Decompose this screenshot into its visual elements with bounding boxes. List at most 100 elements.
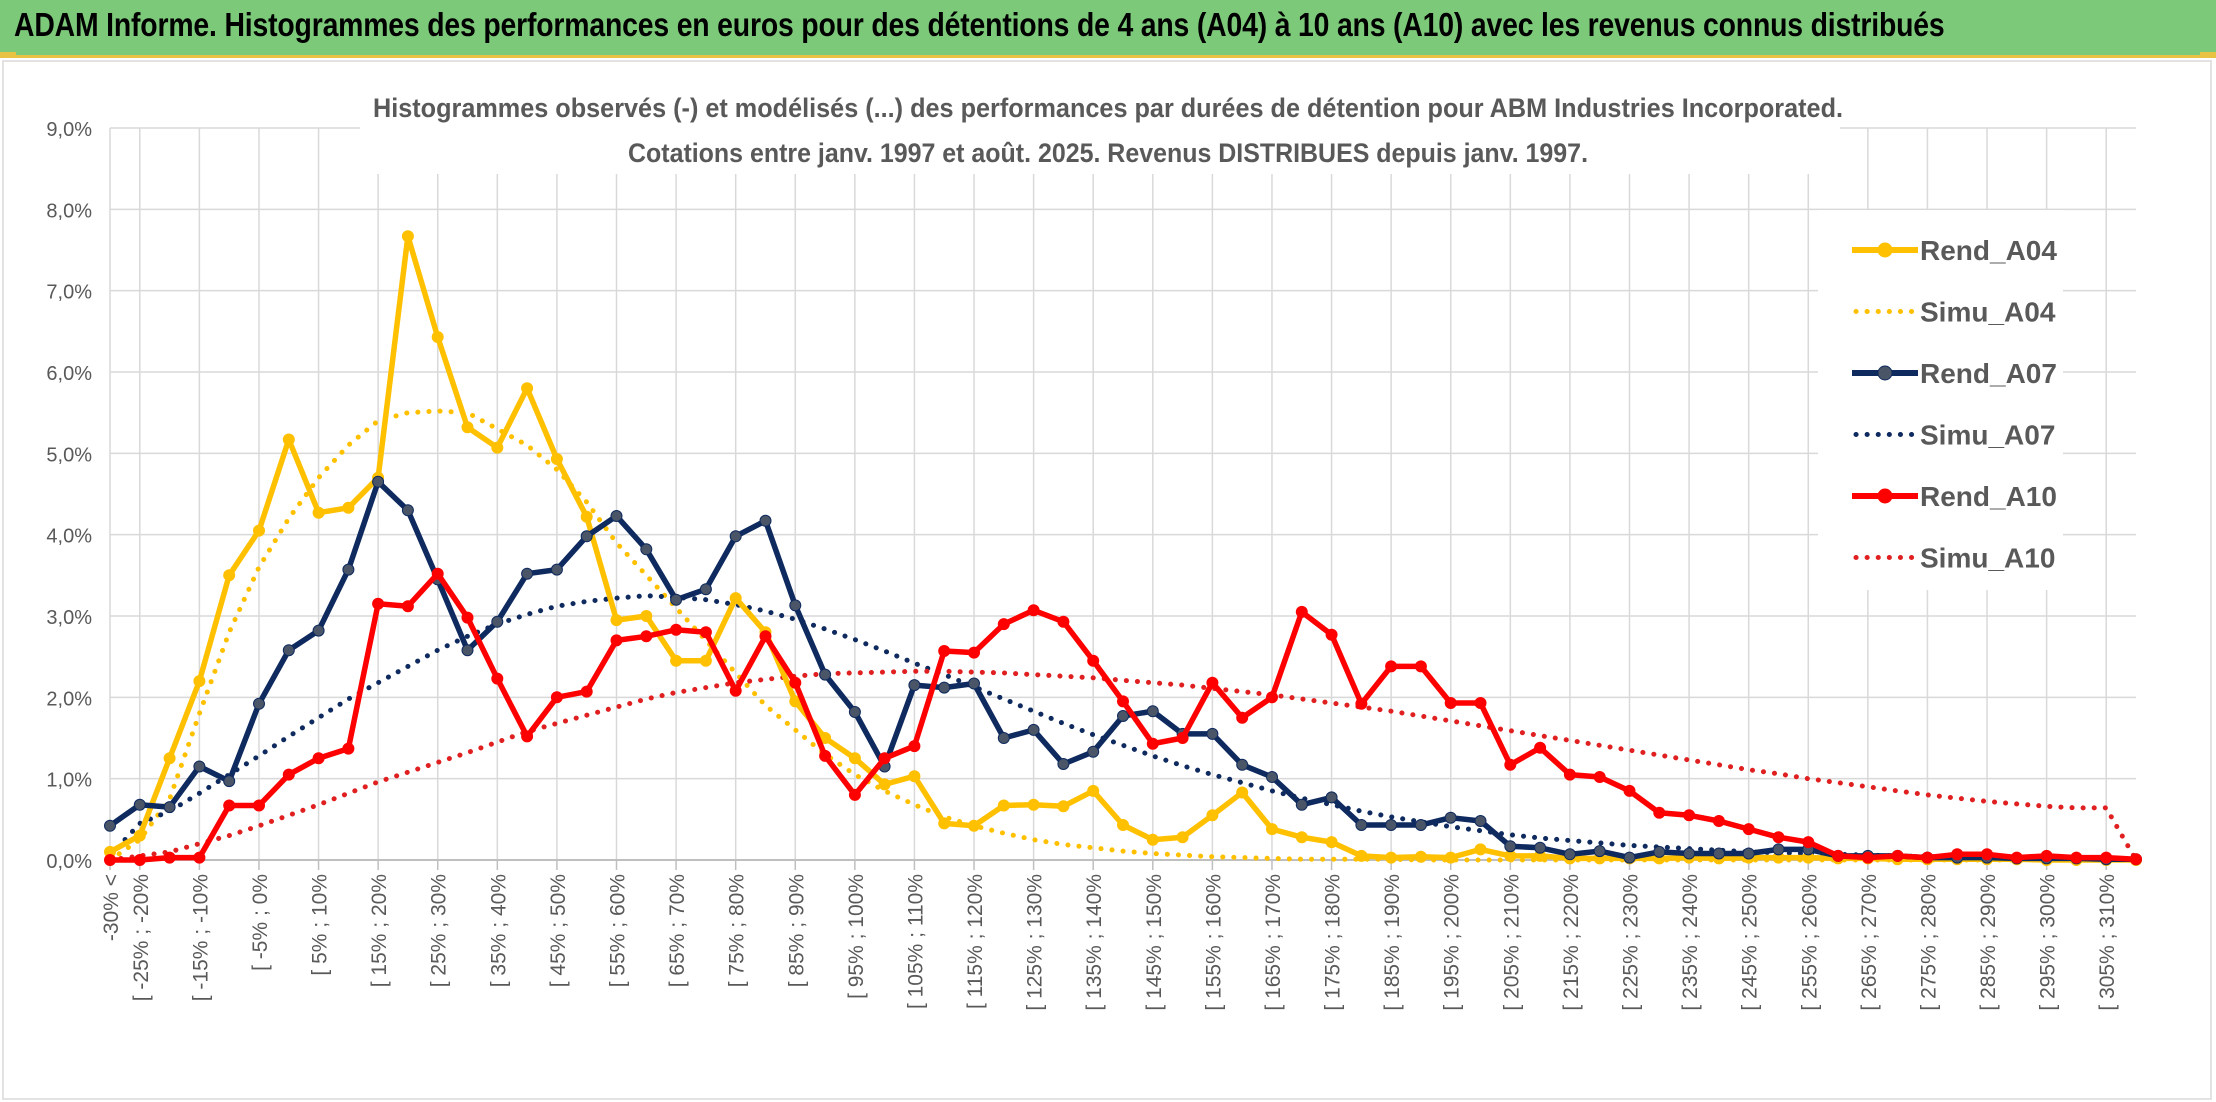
x-tick-label: [ 115% ; 120% <box>964 874 987 1009</box>
point-rend-a07 <box>1206 727 1219 740</box>
point-rend-a07 <box>997 732 1010 744</box>
point-rend-a10 <box>1266 691 1278 704</box>
report-title: ADAM Informe. Histogrammes des performan… <box>14 6 1945 43</box>
point-rend-a07 <box>282 644 295 657</box>
series-line-simu-a07 <box>107 593 2139 862</box>
point-rend-a04 <box>670 654 683 667</box>
point-rend-a10 <box>789 676 802 689</box>
x-tick-label: [ 105% ; 110% <box>904 874 927 1009</box>
point-rend-a10 <box>1742 823 1755 836</box>
x-tick-label: [ 185% ; 190% <box>1381 874 1404 1011</box>
point-rend-a10 <box>1504 758 1517 771</box>
point-rend-a04 <box>610 614 623 627</box>
y-tick-label: 3,0% <box>46 607 92 629</box>
point-rend-a10 <box>342 742 355 755</box>
point-rend-a04 <box>699 654 712 667</box>
point-rend-a10 <box>997 618 1010 631</box>
point-rend-a04 <box>1206 809 1219 822</box>
point-rend-a07 <box>848 706 861 718</box>
point-rend-a07 <box>1623 851 1636 864</box>
y-tick-label: 1,0% <box>46 770 92 792</box>
point-rend-a07 <box>1325 791 1338 804</box>
point-rend-a10 <box>1414 660 1427 673</box>
x-tick-label: [ -15% ; -10% <box>189 874 212 1001</box>
point-rend-a07 <box>550 563 563 576</box>
point-rend-a07 <box>1444 811 1457 824</box>
point-rend-a04 <box>1236 786 1249 799</box>
point-rend-a04 <box>521 382 534 395</box>
point-rend-a10 <box>729 684 742 697</box>
x-tick-label: -30% < <box>100 874 123 941</box>
x-tick-label: [ 5% ; 10% <box>309 874 332 976</box>
point-rend-a10 <box>1921 851 1934 864</box>
point-rend-a07 <box>163 801 176 814</box>
point-rend-a07 <box>1712 847 1725 860</box>
y-tick-label: 7,0% <box>46 282 92 304</box>
point-rend-a04 <box>1117 819 1129 831</box>
point-rend-a10 <box>1772 831 1785 844</box>
point-rend-a07 <box>1146 705 1159 718</box>
x-tick-label: [ 155% ; 160% <box>1202 874 1225 1011</box>
point-rend-a07 <box>1474 815 1487 827</box>
point-rend-a07 <box>521 567 534 580</box>
point-rend-a10 <box>1951 848 1964 861</box>
report-banner: ADAM Informe. Histogrammes des performan… <box>0 0 2216 58</box>
point-rend-a10 <box>401 600 414 613</box>
point-rend-a10 <box>1325 628 1338 641</box>
point-rend-a04 <box>491 441 504 454</box>
point-rend-a10 <box>2040 849 2053 862</box>
legend: Rend_A04 Simu_A04 Rend_A07 Simu_A07 Rend_A10… <box>1818 210 2063 590</box>
point-rend-a04 <box>640 610 653 622</box>
point-rend-a07 <box>1266 771 1278 783</box>
point-rend-a04 <box>223 569 236 582</box>
legend-box <box>1818 210 2063 590</box>
series-group <box>104 230 2142 866</box>
point-rend-a07 <box>580 530 593 543</box>
point-rend-a07 <box>1593 845 1606 858</box>
x-tick-label: [ 255% ; 260% <box>1798 874 1821 1011</box>
point-rend-a10 <box>1474 697 1487 709</box>
point-rend-a10 <box>461 611 474 624</box>
point-rend-a04 <box>1444 851 1457 864</box>
point-rend-a10 <box>968 646 980 659</box>
point-rend-a07 <box>938 681 951 694</box>
point-rend-a07 <box>461 644 474 657</box>
point-rend-a10 <box>253 799 265 812</box>
point-rend-a04 <box>550 453 563 465</box>
legend-marker-rend-a04 <box>1877 242 1893 258</box>
point-rend-a10 <box>1027 604 1040 617</box>
point-rend-a04 <box>878 778 891 791</box>
point-rend-a04 <box>848 752 861 765</box>
point-rend-a04 <box>1295 831 1308 844</box>
point-rend-a07 <box>1534 841 1547 854</box>
point-rend-a10 <box>1206 676 1219 689</box>
x-tick-label: [ 235% ; 240% <box>1679 874 1702 1011</box>
legend-label-rend-a10: Rend_A10 <box>1920 481 2057 512</box>
point-rend-a07 <box>223 775 236 788</box>
x-tick-label: [ 65% ; 70% <box>666 874 689 987</box>
x-tick-label: [ 25% ; 30% <box>428 874 451 987</box>
point-rend-a04 <box>461 421 474 434</box>
x-tick-label: [ 275% ; 280% <box>1917 874 1940 1011</box>
x-tick-label: [ 195% ; 200% <box>1441 874 1464 1011</box>
x-tick-label: [ 165% ; 170% <box>1262 874 1285 1011</box>
point-rend-a04 <box>1414 850 1427 863</box>
point-rend-a07 <box>1295 798 1308 811</box>
point-rend-a04 <box>1057 800 1070 813</box>
y-tick-label: 0,0% <box>46 851 92 873</box>
x-tick-label: [ 55% ; 60% <box>607 874 630 987</box>
point-rend-a04 <box>282 433 295 446</box>
point-rend-a10 <box>1832 849 1845 862</box>
point-rend-a04 <box>253 524 265 537</box>
point-rend-a10 <box>1236 711 1249 724</box>
point-rend-a10 <box>1653 806 1666 819</box>
point-rend-a04 <box>968 819 980 832</box>
x-tick-label: [ 35% ; 40% <box>487 874 510 987</box>
point-rend-a10 <box>1385 660 1398 673</box>
point-rend-a10 <box>640 630 653 643</box>
x-tick-label: [ 205% ; 210% <box>1500 874 1523 1011</box>
point-rend-a10 <box>1087 654 1100 667</box>
point-rend-a04 <box>938 817 951 830</box>
point-rend-a10 <box>878 752 891 765</box>
